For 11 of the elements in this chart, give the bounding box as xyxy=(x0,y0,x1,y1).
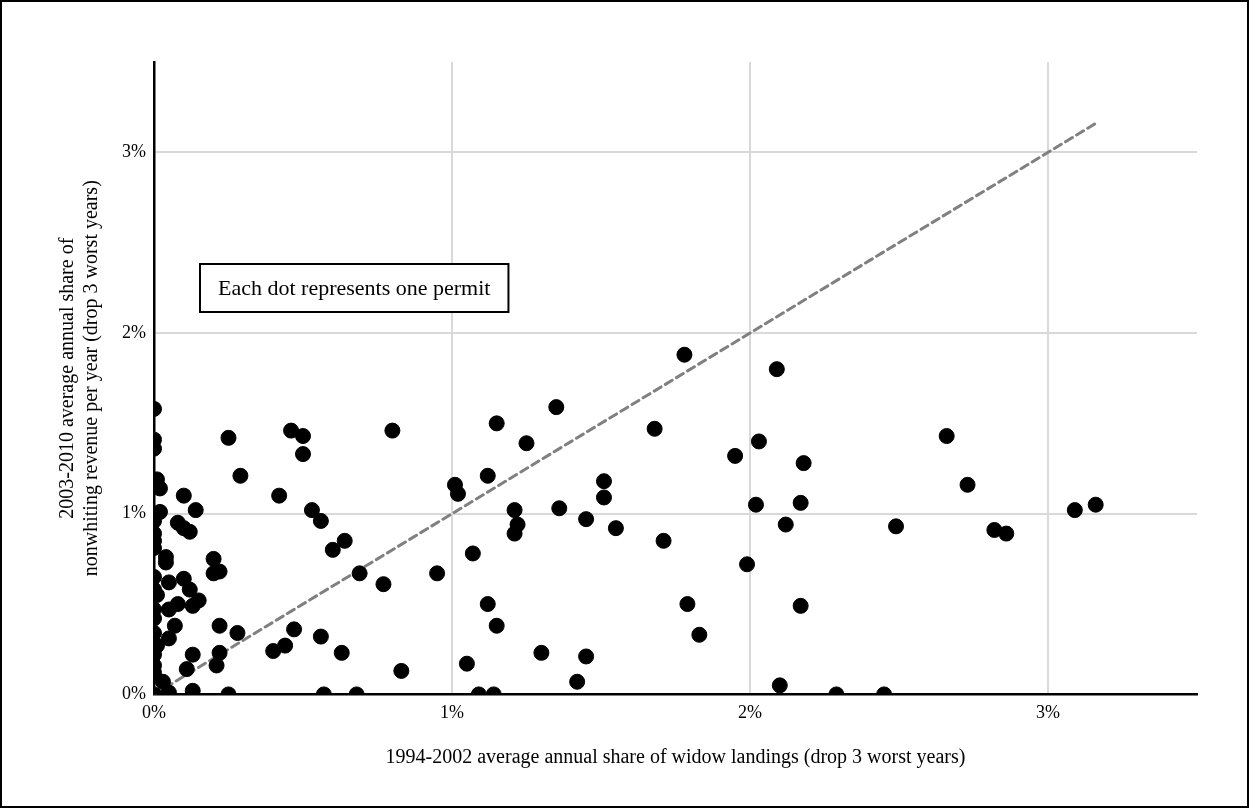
y-tick-label: 0% xyxy=(121,683,146,704)
x-axis-title: 1994-2002 average annual share of widow landings (drop 3 worst years) xyxy=(385,745,966,769)
annotation: Each dot represents one permit xyxy=(217,274,491,300)
y-tick-label: 3% xyxy=(121,141,146,162)
x-tick-label: 3% xyxy=(1036,701,1060,722)
y-tick-label: 2% xyxy=(121,321,146,342)
x-tick-label: 2% xyxy=(738,701,762,722)
x-tick-label: 1% xyxy=(440,701,464,722)
x-tick-label: 0% xyxy=(141,701,166,722)
y-axis-title: 2003-2010 average annual share of nonwhiting revenue per year (drop 3 worst years) xyxy=(55,180,103,577)
y-tick-label: 1% xyxy=(121,502,146,523)
